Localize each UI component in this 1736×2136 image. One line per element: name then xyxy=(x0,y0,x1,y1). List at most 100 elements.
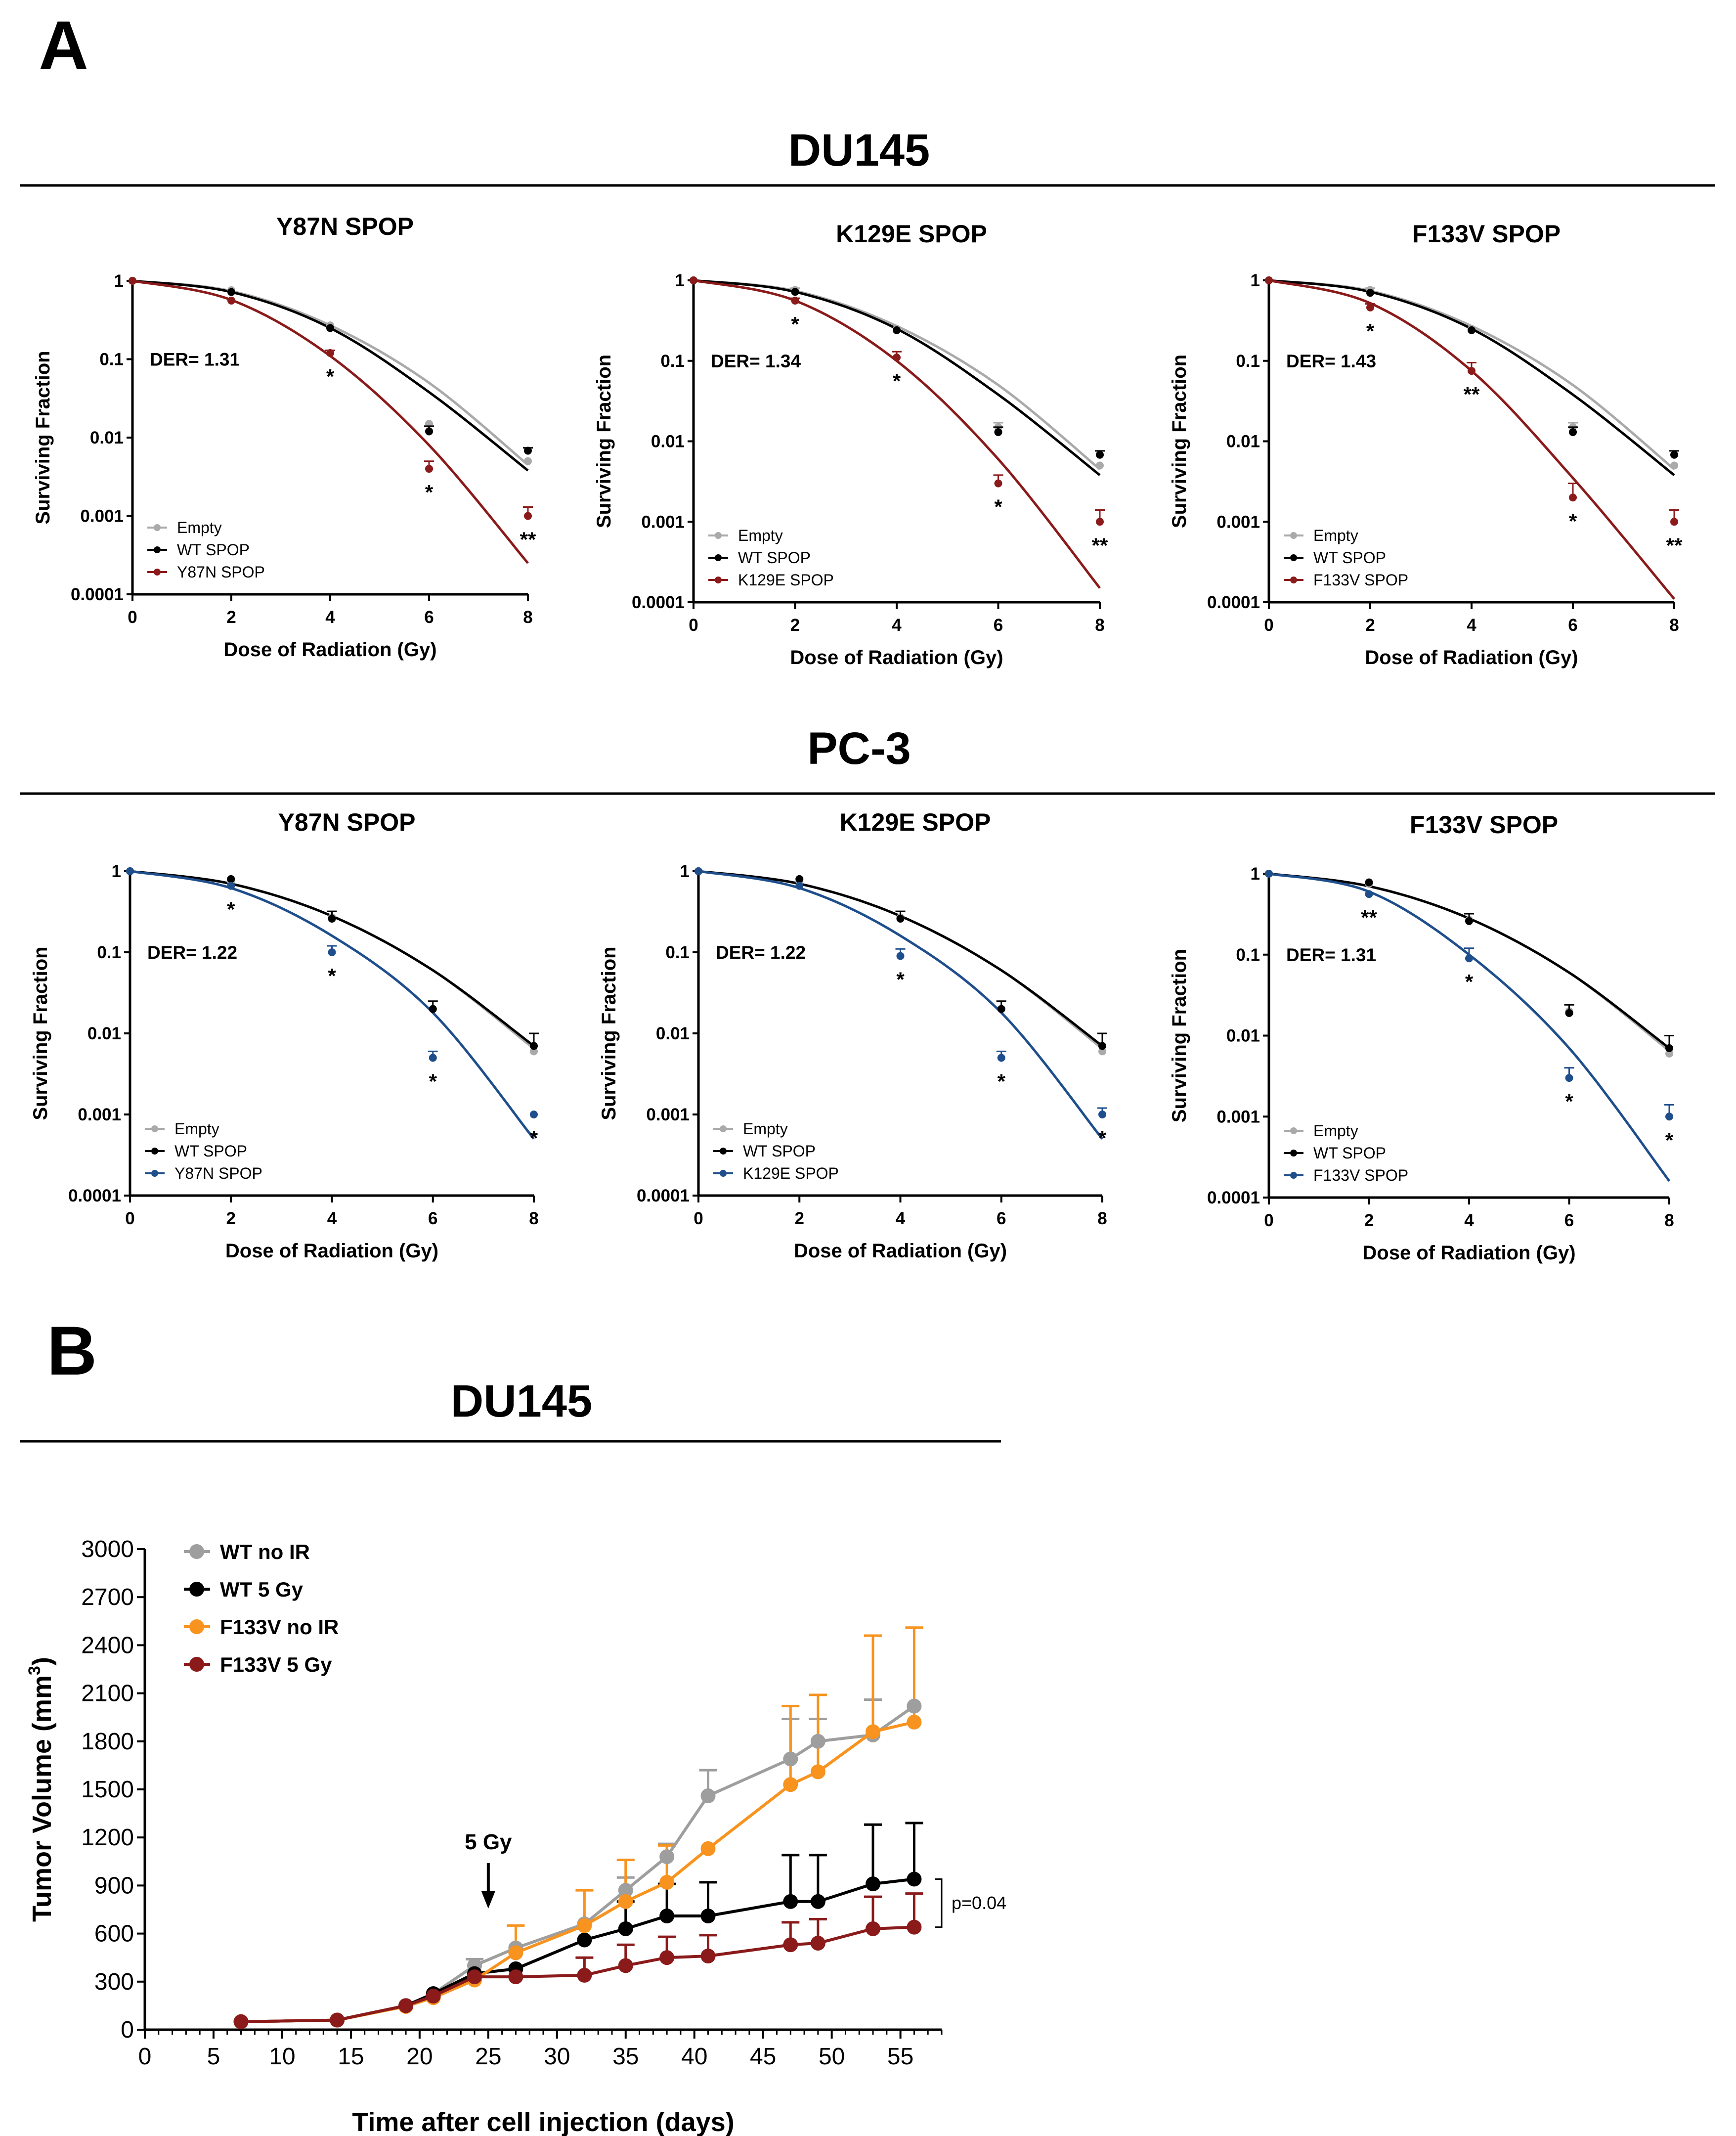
legend-marker-wt-spop xyxy=(720,1148,727,1155)
significance-mark: * xyxy=(425,481,434,504)
legend-marker-empty xyxy=(720,1125,727,1132)
significance-mark: * xyxy=(1665,1128,1674,1152)
legend-marker-f133v-spop xyxy=(1290,1172,1297,1179)
data-point-k129e-spop xyxy=(994,479,1002,488)
y-tick-label: 0.1 xyxy=(665,943,690,962)
x-tick-label: 55 xyxy=(887,2044,913,2070)
y-tick-label: 0.0001 xyxy=(1207,593,1260,612)
data-point-empty xyxy=(1098,1047,1106,1056)
data-point-f133v-5-gy xyxy=(810,1936,825,1951)
data-point-f133v-no-ir xyxy=(866,1724,881,1739)
y-tick-label: 1 xyxy=(675,271,685,290)
plot-title: F133V SPOP xyxy=(1410,811,1558,839)
data-point-y87n-spop xyxy=(328,948,336,956)
data-point-f133v-5-gy xyxy=(700,1948,716,1963)
legend-marker-f133v-spop xyxy=(1290,577,1297,583)
x-tick-label: 2 xyxy=(226,608,236,627)
legend-marker-wt-spop xyxy=(1290,1150,1297,1157)
section-title-pc3: PC-3 xyxy=(807,723,911,774)
x-tick-label: 2 xyxy=(1364,1211,1374,1230)
y-tick-label: 0.001 xyxy=(80,507,124,526)
data-point-f133v-no-ir xyxy=(659,1874,675,1890)
significance-mark: * xyxy=(893,369,901,393)
data-point-wt-spop xyxy=(1365,878,1373,887)
significance-mark: ** xyxy=(1361,906,1377,929)
y-tick-label: 600 xyxy=(94,1921,134,1947)
data-point-k129e-spop xyxy=(1098,1111,1106,1118)
data-point-wt-5-gy xyxy=(659,1908,675,1923)
legend-label-empty: Empty xyxy=(743,1120,788,1138)
chart-pc3-y87n: Y87N SPOP 0.0001 0.001 0.01 0.1 1 0 2 4 6 8 Dose of… xyxy=(30,808,539,1262)
data-point-wt-5-gy xyxy=(866,1876,881,1892)
y-tick-label: 0.001 xyxy=(641,512,685,532)
data-point-wt-no-ir xyxy=(783,1751,798,1767)
data-point-f133v-spop xyxy=(1366,303,1374,312)
data-point-f133v-spop xyxy=(1569,493,1577,502)
y-tick-label: 0 xyxy=(121,2017,134,2043)
y-tick-label: 2400 xyxy=(81,1632,134,1658)
data-point-wt-no-ir xyxy=(907,1698,922,1714)
legend-marker-y87n-spop xyxy=(151,1170,158,1177)
plot-title: F133V SPOP xyxy=(1412,220,1561,248)
data-point-wt-5-gy xyxy=(783,1894,798,1909)
data-point-wt-spop xyxy=(227,875,235,883)
legend-marker-k129e-spop xyxy=(720,1170,727,1177)
y-tick-label: 1200 xyxy=(81,1824,134,1851)
legend-label-f133v-5-gy: F133V 5 Gy xyxy=(220,1653,332,1676)
x-tick-label: 0 xyxy=(694,1209,703,1228)
x-axis-label: Dose of Radiation (Gy) xyxy=(794,1240,1007,1262)
y-tick-label: 0.01 xyxy=(1226,432,1260,451)
significance-mark: * xyxy=(1565,1090,1573,1113)
data-point-y87n-spop xyxy=(530,1111,538,1118)
plot-title: Y87N SPOP xyxy=(278,808,416,836)
significance-mark: * xyxy=(1465,970,1474,993)
y-tick-label: 0.1 xyxy=(660,352,685,371)
legend-label-empty: Empty xyxy=(738,527,783,544)
legend-marker-empty xyxy=(151,1125,158,1132)
x-axis-label: Dose of Radiation (Gy) xyxy=(1362,1242,1575,1264)
legend-marker-wt-no-ir xyxy=(189,1544,204,1559)
data-point-f133v-spop xyxy=(1265,276,1273,284)
legend-label-wt-spop: WT SPOP xyxy=(738,549,811,567)
x-tick-label: 15 xyxy=(338,2044,364,2070)
legend-marker-y87n-spop xyxy=(154,569,161,576)
data-point-y87n-spop xyxy=(429,1054,437,1062)
legend-marker-wt-spop xyxy=(715,554,722,561)
data-point-k129e-spop xyxy=(997,1054,1005,1062)
annotation-5gy: 5 Gy xyxy=(465,1830,512,1854)
y-tick-label: 1 xyxy=(1251,271,1260,290)
significance-mark: * xyxy=(791,312,799,336)
x-tick-label: 2 xyxy=(790,616,800,635)
x-tick-label: 6 xyxy=(997,1209,1006,1228)
der-value: DER= 1.22 xyxy=(147,942,237,963)
significance-mark: * xyxy=(1098,1126,1107,1150)
y-tick-label: 0.1 xyxy=(1236,352,1260,371)
legend-label-f133v-spop: F133V SPOP xyxy=(1313,1166,1408,1184)
panel-label-a: A xyxy=(39,6,88,84)
significance-mark: * xyxy=(896,968,905,991)
legend-label-empty: Empty xyxy=(1313,527,1358,544)
x-tick-label: 6 xyxy=(1568,616,1577,635)
data-point-f133v-no-ir xyxy=(907,1714,922,1730)
legend-label-wt-spop: WT SPOP xyxy=(1313,1144,1386,1162)
y-tick-label: 1 xyxy=(680,862,690,881)
y-axis-label-close: ) xyxy=(27,1657,57,1666)
x-tick-label: 0 xyxy=(1264,1211,1273,1230)
data-point-wt-spop xyxy=(1098,1042,1106,1050)
x-tick-label: 40 xyxy=(681,2044,707,2070)
data-point-wt-spop xyxy=(227,288,235,296)
y-tick-label: 0.0001 xyxy=(637,1186,690,1205)
data-point-empty xyxy=(524,457,532,465)
legend-marker-wt-5-gy xyxy=(189,1582,204,1597)
data-point-wt-5-gy xyxy=(907,1871,922,1887)
data-point-wt-spop xyxy=(997,1005,1005,1013)
legend-marker-k129e-spop xyxy=(715,577,722,583)
data-point-wt-no-ir xyxy=(810,1734,825,1749)
data-point-f133v-spop xyxy=(1665,1112,1673,1121)
plot-title: K129E SPOP xyxy=(840,808,991,836)
significance-mark: * xyxy=(328,964,336,987)
data-point-f133v-5-gy xyxy=(233,2014,249,2029)
legend-marker-f133v-no-ir xyxy=(189,1619,204,1634)
data-point-y87n-spop xyxy=(227,882,235,890)
data-point-f133v-5-gy xyxy=(467,1969,482,1985)
